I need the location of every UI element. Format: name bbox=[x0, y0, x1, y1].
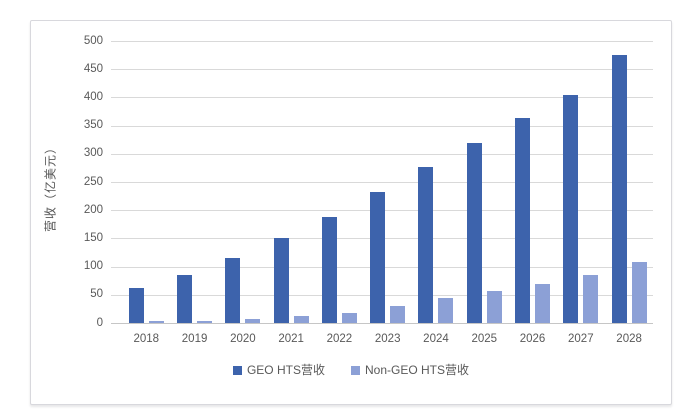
bar-non-geo-2020 bbox=[245, 319, 261, 323]
chart-panel: 营收（亿美元） 0 50 100 150 200 250 300 350 400 450 500 20… bbox=[30, 20, 672, 405]
y-tick-label: 300 bbox=[83, 147, 103, 160]
gridline bbox=[111, 125, 653, 127]
plot-area: 0 50 100 150 200 250 300 350 400 450 500 2018 2019 20… bbox=[31, 21, 671, 404]
bar-non-geo-2027 bbox=[583, 275, 599, 323]
gridline bbox=[111, 153, 653, 155]
bar-non-geo-2024 bbox=[438, 298, 454, 323]
legend-label: GEO HTS营收 bbox=[246, 363, 325, 377]
x-tick-label-2023: 2023 bbox=[374, 333, 401, 345]
y-tick-label: 350 bbox=[83, 119, 103, 132]
y-tick-label: 500 bbox=[83, 34, 103, 47]
legend-item-geo: GEO HTS营收 bbox=[232, 363, 325, 377]
bar-geo-2023 bbox=[370, 192, 386, 323]
y-tick-label: 450 bbox=[83, 62, 103, 75]
x-tick-label-2025: 2025 bbox=[471, 333, 498, 345]
chart-legend: GEO HTS营收 Non-GEO HTS营收 bbox=[31, 361, 671, 379]
gridline bbox=[111, 182, 653, 183]
legend-swatch-icon bbox=[350, 365, 360, 375]
x-axis-line bbox=[111, 323, 653, 324]
gridline bbox=[111, 97, 653, 99]
y-tick-label: 100 bbox=[83, 260, 103, 273]
bar-geo-2024 bbox=[418, 167, 434, 323]
bar-non-geo-2023 bbox=[390, 305, 406, 323]
x-tick-label-2021: 2021 bbox=[278, 333, 304, 345]
bar-geo-2028 bbox=[611, 55, 627, 323]
x-tick-label-2024: 2024 bbox=[423, 333, 449, 345]
x-tick-label-2019: 2019 bbox=[181, 333, 208, 345]
y-tick-label: 0 bbox=[96, 316, 103, 329]
x-tick-label-2022: 2022 bbox=[326, 333, 353, 345]
x-tick-label-2026: 2026 bbox=[519, 333, 546, 345]
y-tick-label: 150 bbox=[83, 231, 103, 244]
y-tick-label: 200 bbox=[83, 203, 103, 216]
bar-non-geo-2021 bbox=[293, 316, 309, 323]
x-tick-label-2027: 2027 bbox=[568, 333, 594, 345]
gridline bbox=[111, 69, 653, 71]
x-tick-label-2018: 2018 bbox=[133, 333, 160, 345]
bar-non-geo-2026 bbox=[535, 284, 551, 323]
x-tick-label-2028: 2028 bbox=[616, 333, 642, 345]
bar-geo-2022 bbox=[321, 216, 337, 323]
y-tick-label: 50 bbox=[90, 288, 103, 301]
legend-label: Non-GEO HTS营收 bbox=[364, 363, 470, 377]
bar-non-geo-2019 bbox=[197, 320, 213, 323]
bar-geo-2018 bbox=[128, 288, 144, 323]
bar-geo-2025 bbox=[466, 142, 482, 323]
bar-non-geo-2025 bbox=[486, 291, 502, 323]
bar-non-geo-2028 bbox=[631, 261, 647, 323]
legend-swatch-icon bbox=[232, 365, 242, 375]
y-tick-label: 250 bbox=[83, 175, 103, 188]
bar-geo-2027 bbox=[563, 95, 579, 323]
x-tick-label-2020: 2020 bbox=[230, 333, 256, 345]
gridline bbox=[111, 41, 653, 42]
bar-non-geo-2022 bbox=[341, 312, 357, 323]
bar-geo-2026 bbox=[515, 117, 531, 323]
bar-non-geo-2018 bbox=[148, 321, 164, 323]
bar-geo-2020 bbox=[225, 257, 241, 323]
legend-item-non-geo: Non-GEO HTS营收 bbox=[350, 363, 470, 377]
y-tick-label: 400 bbox=[83, 90, 103, 103]
bar-geo-2021 bbox=[273, 238, 289, 323]
bar-geo-2019 bbox=[177, 275, 193, 323]
